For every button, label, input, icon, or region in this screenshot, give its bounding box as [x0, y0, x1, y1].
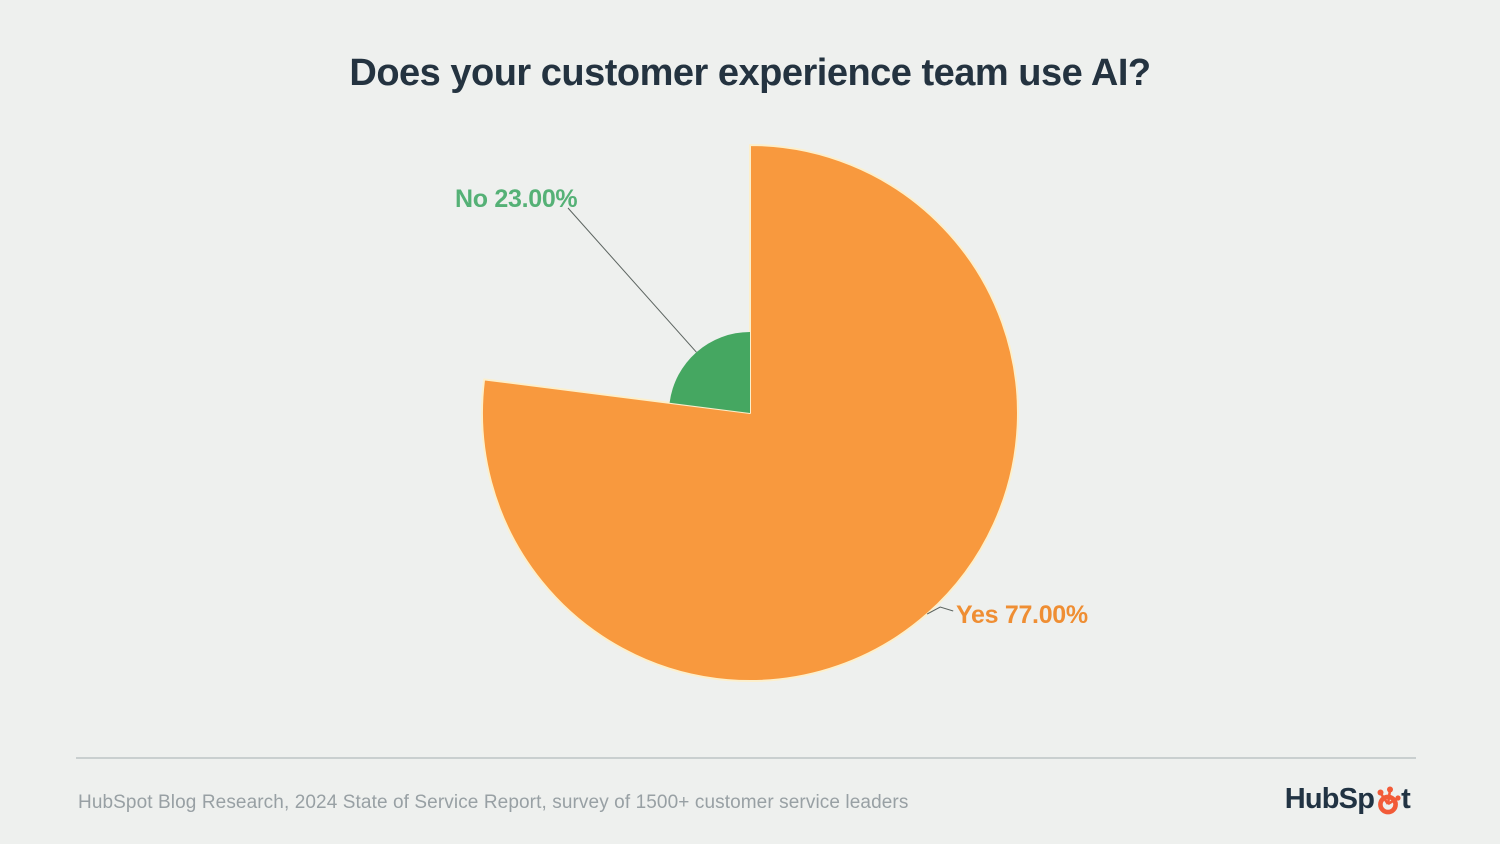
logo-text-pre: HubSp: [1284, 783, 1375, 815]
logo-text-post: t: [1401, 783, 1411, 815]
chart-title: Does your customer experience team use A…: [349, 52, 1151, 94]
pie-slice-no: [669, 331, 750, 413]
leader-line-no: [567, 207, 697, 353]
footer-divider: [76, 757, 1416, 759]
hubspot-sprocket-icon: [1377, 786, 1401, 815]
leader-line-yes: [926, 606, 954, 615]
source-attribution: HubSpot Blog Research, 2024 State of Ser…: [78, 792, 909, 813]
pie-label-yes: Yes 77.00%: [956, 601, 1088, 629]
pie-slice-yes: [481, 144, 1019, 682]
hubspot-logo: HubSp t: [1284, 783, 1411, 815]
pie-label-no: No 23.00%: [455, 185, 578, 213]
